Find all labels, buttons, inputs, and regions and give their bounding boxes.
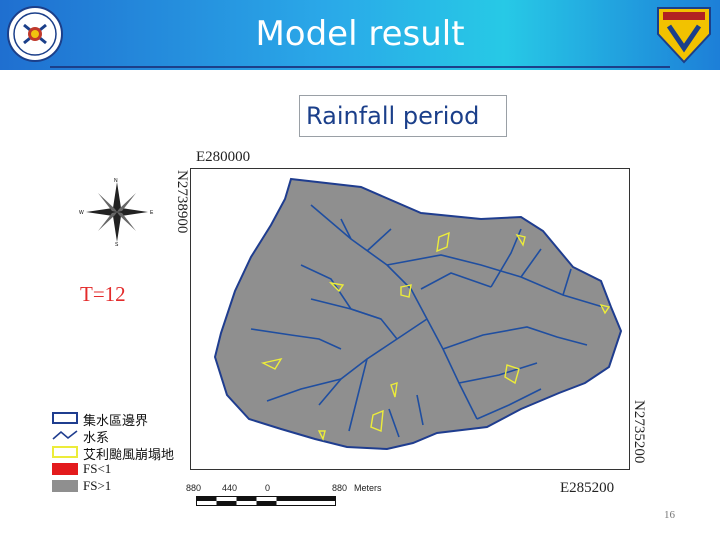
map-legend: 集水區邊界 水系 艾利颱風崩塌地 FS<1 FS>1 [52, 411, 192, 496]
coord-right: N2735200 [631, 400, 647, 464]
legend-swatch-fs-low [52, 463, 78, 475]
rainfall-period-label: Rainfall period [299, 95, 507, 137]
legend-item-river: 水系 [52, 428, 192, 445]
legend-item-boundary: 集水區邊界 [52, 411, 192, 428]
legend-swatch-landslide [52, 446, 78, 458]
scale-unit: Meters [354, 483, 382, 493]
scale-tick-0: 880 [186, 483, 202, 493]
scale-bar: 880 440 0 880 Meters [186, 480, 406, 514]
compass-s: S [115, 242, 119, 246]
north-arrow-icon: N S W E [79, 178, 154, 246]
compass-e: E [150, 210, 154, 216]
watershed-boundary [213, 177, 623, 451]
legend-label-fs-high: FS>1 [83, 478, 112, 493]
page-number: 16 [664, 509, 675, 521]
legend-label-boundary: 集水區邊界 [83, 413, 149, 428]
watershed-map [213, 177, 623, 451]
compass-w: W [79, 210, 84, 216]
legend-item-landslide: 艾利颱風崩塌地 [52, 445, 192, 462]
legend-item-fs-high: FS>1 [52, 478, 192, 495]
page-title: Model result [255, 14, 465, 54]
map-frame [190, 168, 630, 470]
river-network [250, 204, 604, 438]
coord-left: N2738900 [174, 170, 190, 234]
legend-swatch-fs-high [52, 480, 78, 492]
landslide-polygons [260, 231, 611, 442]
scale-bar-graphic [196, 496, 336, 506]
scale-tick-2: 0 [265, 483, 271, 493]
coord-top: E280000 [196, 149, 251, 165]
coord-bottom: E285200 [560, 480, 615, 496]
period-label: T=12 [80, 282, 126, 306]
legend-label-fs-low: FS<1 [83, 461, 112, 476]
header-underline [50, 66, 670, 68]
compass-n: N [114, 178, 118, 184]
scale-tick-1: 440 [222, 483, 238, 493]
header-banner [0, 0, 720, 70]
legend-label-river: 水系 [83, 430, 110, 445]
school-emblem-icon [657, 7, 711, 64]
scale-tick-3: 880 [332, 483, 348, 493]
river-line-icon [52, 430, 78, 440]
legend-label-landslide: 艾利颱風崩塌地 [83, 447, 175, 462]
legend-item-fs-low: FS<1 [52, 461, 192, 478]
legend-swatch-boundary [52, 412, 78, 424]
university-seal-icon [7, 6, 63, 62]
